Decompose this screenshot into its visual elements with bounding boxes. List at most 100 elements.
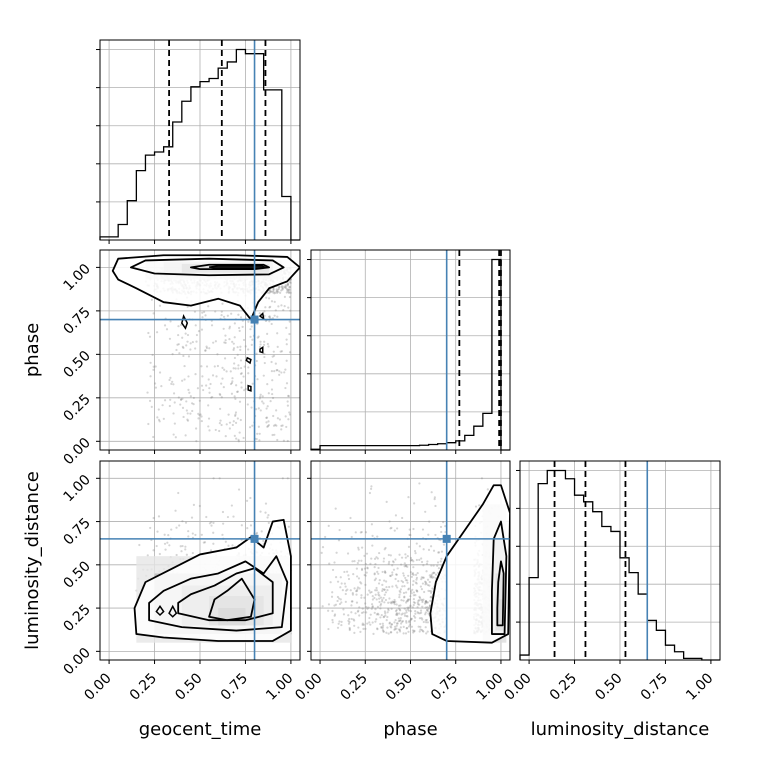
- joint-geocent-distance-contour-3: [208, 577, 256, 622]
- joint-geocent-phase-sample-point: [183, 364, 186, 368]
- joint-phase-distance-sample-point: [381, 622, 384, 625]
- joint-geocent-phase-sample-point: [263, 314, 266, 318]
- joint-phase-distance-sample-point: [402, 591, 406, 595]
- joint-phase-distance-sample-point: [417, 612, 420, 615]
- joint-phase-distance-sample-point: [334, 603, 338, 606]
- joint-geocent-phase-sample-point: [223, 357, 227, 360]
- joint-phase-distance-sample-point: [362, 623, 365, 626]
- joint-phase-distance-sample-point: [420, 560, 424, 564]
- joint-geocent-phase-sample-point: [208, 347, 211, 350]
- joint-geocent-phase-sample-point: [210, 396, 213, 399]
- joint-phase-distance-sample-point: [429, 591, 433, 594]
- joint-geocent-phase-sample-point: [272, 424, 276, 427]
- joint-geocent-distance-sample-point: [246, 527, 249, 530]
- joint-geocent-phase-ytick-label-2: 0.50: [60, 348, 93, 381]
- joint-phase-distance-sample-point: [421, 600, 424, 604]
- joint-geocent-phase-sample-point: [181, 336, 184, 339]
- joint-geocent-distance-sample-point: [156, 530, 159, 533]
- xlabel-luminosity_distance: luminosity_distance: [531, 719, 710, 740]
- joint-geocent-phase-sample-point: [200, 384, 204, 387]
- joint-geocent-phase-sample-point: [173, 401, 176, 404]
- joint-geocent-phase-sample-point: [282, 308, 285, 312]
- joint-phase-distance-sample-point: [411, 572, 415, 575]
- joint-geocent-phase-sample-point: [179, 403, 182, 406]
- joint-geocent-phase-truth-marker: [250, 315, 259, 324]
- joint-phase-distance-sample-point: [370, 603, 374, 606]
- joint-phase-distance-sample-point: [418, 595, 421, 598]
- joint-geocent-phase-sample-point: [272, 288, 275, 291]
- joint-geocent-phase-sample-point: [187, 388, 190, 391]
- joint-phase-distance-sample-point: [383, 548, 386, 551]
- joint-phase-distance-truth-marker: [442, 534, 451, 543]
- joint-phase-distance-sample-point: [384, 571, 387, 574]
- joint-phase-distance-sample-point: [418, 482, 421, 485]
- joint-phase-distance-sample-point: [403, 585, 406, 588]
- joint-phase-distance-sample-point: [392, 601, 396, 604]
- joint-phase-distance-sample-point: [400, 556, 404, 559]
- joint-phase-distance-sample-point: [396, 586, 399, 589]
- joint-geocent-phase-sample-point: [259, 343, 262, 346]
- joint-geocent-phase-sample-point: [285, 359, 288, 362]
- joint-phase-distance-sample-point: [382, 596, 385, 600]
- joint-phase-distance-sample-point: [426, 560, 429, 563]
- joint-phase-distance-sample-point: [397, 607, 400, 610]
- joint-phase-distance-sample-point: [426, 630, 429, 633]
- joint-geocent-phase-island-1: [245, 356, 252, 365]
- joint-geocent-distance-sample-point: [260, 530, 263, 533]
- joint-geocent-phase-sample-point: [237, 440, 240, 443]
- joint-geocent-phase-sample-point: [171, 352, 174, 356]
- joint-phase-distance-sample-point: [401, 612, 404, 615]
- joint-geocent-distance-sample-point: [224, 540, 227, 543]
- joint-phase-distance-sample-point: [400, 579, 403, 583]
- joint-geocent-phase-sample-point: [220, 423, 223, 427]
- joint-geocent-phase-sample-point: [224, 435, 227, 438]
- joint-phase-distance-sample-point: [406, 565, 409, 568]
- joint-geocent-phase-sample-point: [218, 429, 221, 433]
- joint-phase-distance-sample-point: [420, 628, 423, 632]
- joint-geocent-phase-sample-point: [236, 346, 239, 349]
- joint-geocent-phase-sample-point: [157, 408, 160, 411]
- joint-geocent-phase-sample-point: [263, 340, 266, 343]
- joint-geocent-phase-sample-point: [270, 370, 274, 373]
- joint-phase-distance-sample-point: [330, 595, 334, 598]
- joint-phase-distance-sample-point: [347, 577, 351, 581]
- joint-phase-distance-sample-point: [425, 632, 428, 635]
- joint-geocent-phase-sample-point: [195, 440, 198, 443]
- joint-phase-distance-sample-point: [413, 619, 416, 623]
- joint-phase-distance-sample-point: [428, 604, 432, 607]
- joint-geocent-phase-sample-point: [242, 338, 246, 342]
- joint-phase-distance-sample-point: [337, 597, 341, 600]
- joint-phase-distance-sample-point: [364, 531, 368, 534]
- joint-phase-distance-sample-point: [407, 620, 411, 623]
- joint-phase-distance-sample-point: [331, 591, 334, 594]
- joint-phase-distance-sample-point: [390, 602, 393, 605]
- joint-geocent-phase-sample-point: [255, 359, 258, 363]
- joint-geocent-phase-sample-point: [226, 314, 229, 317]
- joint-geocent-distance-sample-point: [255, 531, 259, 534]
- joint-phase-distance-sample-point: [340, 623, 343, 627]
- joint-phase-distance-sample-point: [431, 572, 434, 575]
- joint-phase-distance-sample-point: [395, 627, 398, 630]
- joint-geocent-distance-ytick-label-1: 0.25: [60, 602, 93, 635]
- joint-geocent-phase-sample-point: [280, 350, 284, 353]
- joint-phase-distance-sample-point: [353, 587, 356, 590]
- joint-phase-distance-sample-point: [434, 533, 437, 537]
- joint-geocent-phase-sample-point: [280, 424, 283, 427]
- joint-phase-distance-sample-point: [408, 533, 411, 536]
- joint-geocent-distance-sample-point: [281, 477, 284, 480]
- joint-phase-distance-sample-point: [396, 631, 399, 634]
- joint-geocent-distance-sample-point: [146, 554, 149, 557]
- joint-geocent-phase-sample-point: [177, 343, 180, 346]
- joint-phase-distance-sample-point: [324, 535, 327, 539]
- joint-geocent-phase-sample-point: [182, 354, 185, 358]
- joint-geocent-phase-sample-point: [214, 428, 217, 432]
- joint-phase-distance-sample-point: [383, 593, 386, 596]
- joint-geocent-phase-sample-point: [172, 383, 175, 386]
- joint-geocent-phase-sample-point: [240, 372, 243, 375]
- joint-phase-distance-sample-point: [364, 602, 367, 605]
- joint-geocent-phase-sample-point: [195, 427, 198, 430]
- joint-geocent-distance-sample-point: [287, 525, 290, 528]
- joint-geocent-phase-sample-point: [232, 348, 235, 351]
- joint-phase-distance-sample-point: [410, 575, 413, 578]
- joint-phase-distance-sample-point: [412, 527, 415, 531]
